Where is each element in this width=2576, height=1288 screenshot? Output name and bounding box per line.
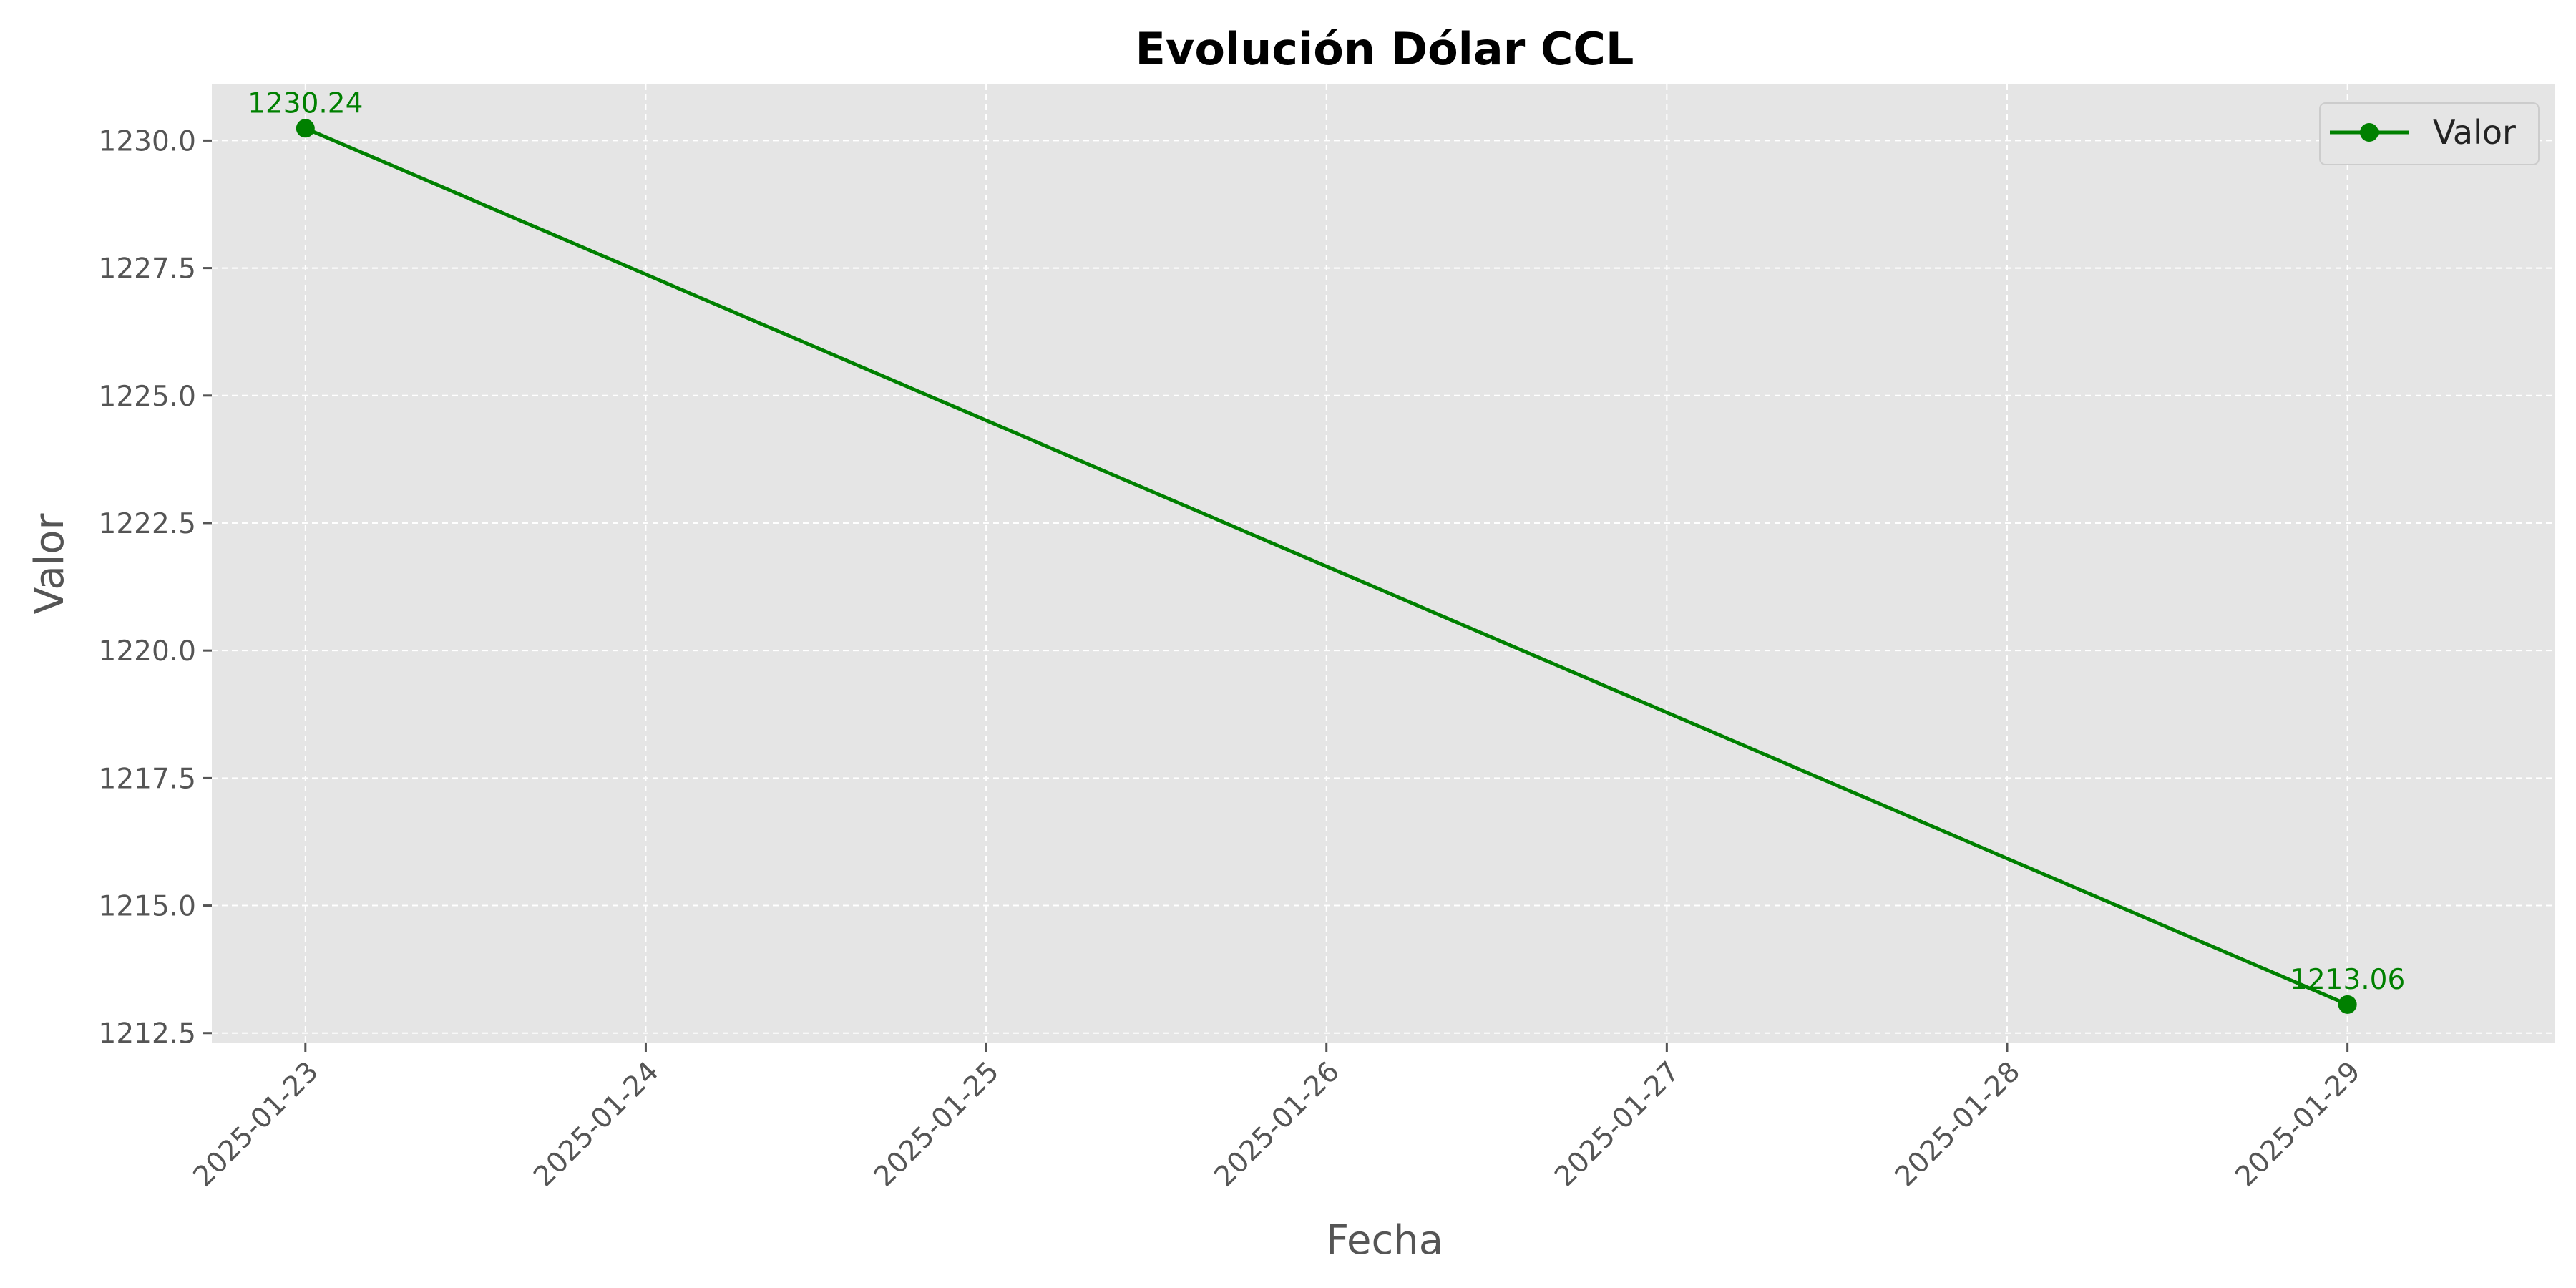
y-tick-label: 1215.0	[99, 891, 196, 923]
y-tick-label: 1227.5	[99, 253, 196, 286]
legend-box	[2319, 102, 2540, 165]
data-point-marker	[296, 119, 315, 138]
x-tick-label: 2025-01-25	[868, 1055, 1005, 1193]
data-labels: 1230.24 1213.06	[248, 87, 2405, 996]
chart-title: Evolución Dólar CCL	[1136, 23, 1634, 75]
series-line	[304, 127, 2348, 1007]
y-tick-label: 1222.5	[99, 508, 196, 540]
legend-label-valor: Valor	[2433, 113, 2516, 152]
data-point-label: 1230.24	[248, 87, 363, 119]
data-point-label: 1213.06	[2290, 964, 2405, 996]
data-point-marker	[2338, 995, 2357, 1014]
x-tick-label: 2025-01-29	[2230, 1055, 2367, 1193]
y-tick-label: 1225.0	[99, 381, 196, 413]
legend-dot-marker	[2360, 123, 2379, 142]
x-tick-label: 2025-01-28	[1889, 1055, 2026, 1193]
y-tick-label: 1220.0	[99, 635, 196, 668]
x-tick-label: 2025-01-26	[1209, 1055, 1346, 1193]
legend: Valor	[2319, 102, 2540, 165]
y-tick-label: 1230.0	[99, 125, 196, 157]
series-valor	[296, 119, 2357, 1014]
y-tick-label: 1217.5	[99, 763, 196, 795]
x-tick-label: 2025-01-27	[1548, 1055, 1686, 1193]
plot-area	[212, 84, 2555, 1043]
x-axis-label: Fecha	[1326, 1217, 1443, 1264]
y-axis-label: Valor	[26, 512, 73, 614]
y-tick-label: 1212.5	[99, 1018, 196, 1050]
x-tick-label: 2025-01-24	[527, 1055, 665, 1193]
x-tick-label: 2025-01-23	[187, 1055, 325, 1193]
